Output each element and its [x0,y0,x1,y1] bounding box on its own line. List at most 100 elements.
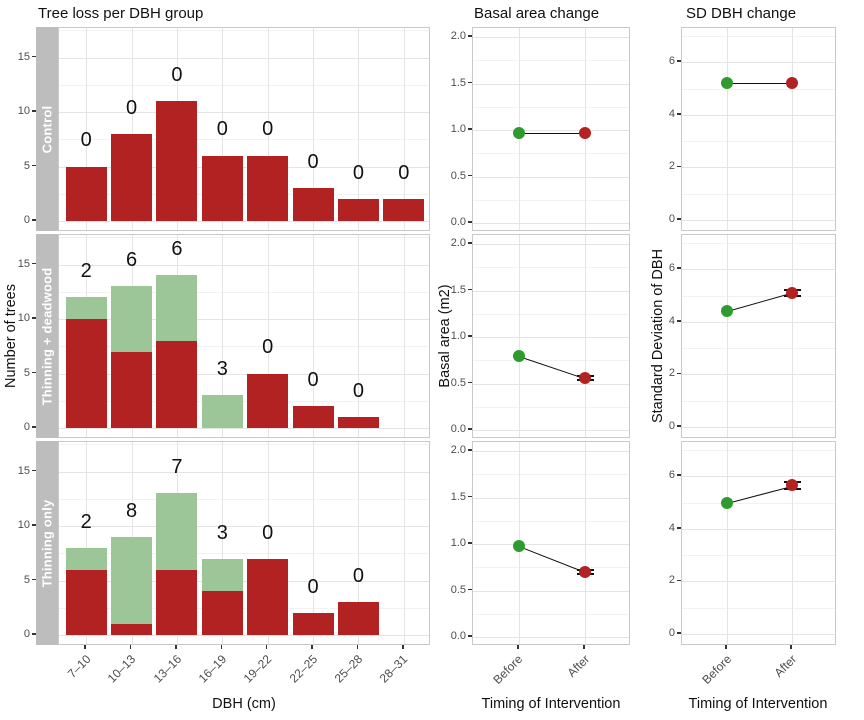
y-tick-mark [677,165,681,168]
y-tick-label: 0.0 [450,630,466,642]
bar-label: 0 [216,118,228,141]
y-tick-mark [32,578,36,581]
trend-line [726,83,793,85]
y-tick-mark [677,579,681,582]
y-tick-label: 2.0 [450,444,466,456]
gridline-major [59,112,429,113]
y-tick-mark [468,288,472,291]
gridline-major [682,220,835,221]
gridline-vertical [313,28,315,230]
bar-label: 6 [126,249,138,272]
bar-label: 0 [352,162,364,185]
bar-segment-red [65,319,107,428]
gridline-minor [59,291,429,293]
x-tick-mark [356,645,359,649]
gridline-vertical [403,442,405,644]
x-tick-mark [725,645,727,649]
bar-label: 0 [80,129,92,152]
bar-label: 6 [171,238,183,261]
panel-sd-thinning-deadwood [681,234,836,438]
y-tick-label: 5 [23,366,30,379]
gridline-major [473,497,629,499]
gridline-major [682,374,835,376]
gridline-vertical [358,235,360,437]
bar-segment-red [111,351,153,428]
y-tick-mark [468,242,472,244]
x-tick-label: 19–22 [241,652,275,686]
bar-label: 7 [171,456,183,479]
facet-strip-thinning-deadwood: Thinning + deadwood [36,234,58,438]
gridline-minor [473,406,629,408]
panel-sd-thinning-only [681,441,836,645]
y-tick-label: 0 [23,214,30,226]
gridline-minor [59,607,429,609]
gridline-major [473,290,629,292]
panel-sd-control [681,27,836,231]
bar-segment-green [201,558,243,592]
bar-label: 0 [262,118,274,141]
gridline-minor [682,88,835,90]
gridline-minor [59,498,429,500]
facet-strip-control: Control [36,27,58,231]
gridline-major [473,130,629,131]
point-before [720,77,733,90]
gridline-vertical [585,235,587,437]
gridline-vertical [86,28,88,230]
gridline-vertical [403,28,405,230]
gridline-minor [682,607,835,609]
y-tick-label: 1.0 [450,330,466,342]
gridline-minor [473,313,629,315]
y-tick-label: 6 [668,469,675,482]
gridline-minor [59,444,429,446]
gridline-minor [682,348,835,350]
point-after [579,126,592,139]
y-tick-mark [468,588,472,591]
x-tick-mark [175,645,177,649]
gridline-major [59,580,429,582]
gridline-major [682,167,835,169]
gridline-vertical [313,235,315,437]
gridline-major [473,37,629,38]
gridline-major [473,430,629,431]
bar-label: 0 [307,369,319,392]
x-tick-label: 10–13 [104,652,139,686]
gridline-major [473,451,629,452]
gridline-minor [682,193,835,195]
trend-line [726,485,793,504]
gridline-minor [473,567,629,569]
y-tick-mark [32,164,36,167]
gridline-major [473,337,629,338]
y-tick-label: 1.0 [450,537,466,549]
x-axis-title-dbh: DBH (cm) [212,696,276,712]
gridline-minor [473,267,629,269]
gridline-minor [59,237,429,239]
panel-basal-control [472,27,630,231]
gridline-minor [473,520,629,522]
gridline-minor [473,613,629,615]
facet-strip-label: Thinning only [39,499,55,587]
x-tick-label: After [771,652,799,680]
x-axis-title-timing-basal: Timing of Intervention [481,696,621,712]
gridline-vertical [792,442,794,644]
gridline-minor [682,295,835,297]
bar-label: 0 [126,96,138,119]
gridline-minor [59,84,429,86]
bar-label: 0 [398,162,410,185]
y-tick-mark [468,542,472,544]
panel-basal-thinning-deadwood [472,234,630,438]
chart-title-sd-dbh: SD DBH change [686,5,797,22]
x-tick-label: 16–19 [195,652,230,686]
gridline-major [682,62,835,64]
y-tick-label: 2.0 [450,30,466,42]
y-tick-label: 0 [668,420,675,432]
gridline-major [682,269,835,271]
bar-segment-red [247,373,289,428]
y-tick-label: 0.5 [450,169,466,182]
gridline-vertical [222,235,224,437]
x-tick-mark [311,645,313,649]
gridline-major [682,634,835,635]
y-tick-mark [677,267,681,269]
point-before [720,305,733,318]
chart-title-tree-loss: Tree loss per DBH group [38,5,204,22]
gridline-major [682,581,835,583]
